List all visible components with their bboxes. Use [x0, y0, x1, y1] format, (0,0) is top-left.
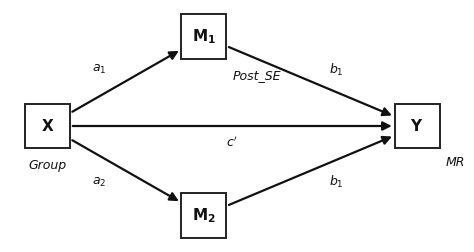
- Text: Post_SE: Post_SE: [232, 69, 281, 82]
- Bar: [394, 104, 439, 148]
- Bar: [181, 15, 227, 59]
- Text: $\mathbf{X}$: $\mathbf{X}$: [41, 118, 54, 134]
- Text: $c'$: $c'$: [227, 135, 238, 150]
- Text: MR: MR: [446, 156, 465, 169]
- Text: $\mathbf{M_1}$: $\mathbf{M_1}$: [192, 27, 216, 46]
- Text: Group: Group: [28, 159, 66, 172]
- Bar: [181, 194, 227, 237]
- Text: $a_2$: $a_2$: [92, 176, 107, 188]
- Text: $b_1$: $b_1$: [329, 62, 344, 78]
- Text: $\mathbf{Y}$: $\mathbf{Y}$: [410, 118, 424, 134]
- Bar: [25, 104, 70, 148]
- Text: $a_1$: $a_1$: [92, 64, 107, 76]
- Text: $\mathbf{M_2}$: $\mathbf{M_2}$: [192, 206, 216, 225]
- Text: $b_1$: $b_1$: [329, 174, 344, 190]
